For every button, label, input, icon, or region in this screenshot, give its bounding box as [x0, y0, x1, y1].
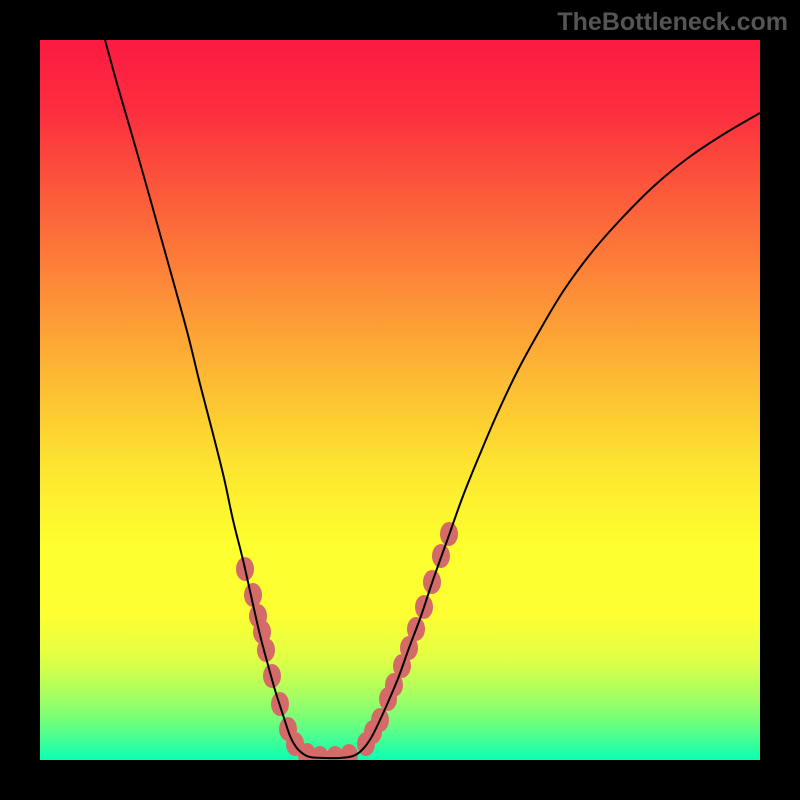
chart-curve-layer [40, 40, 760, 760]
marker-group [236, 522, 458, 760]
chart-plot-area [40, 40, 760, 760]
watermark-text: TheBottleneck.com [557, 8, 788, 37]
v-curve-line [105, 40, 760, 758]
